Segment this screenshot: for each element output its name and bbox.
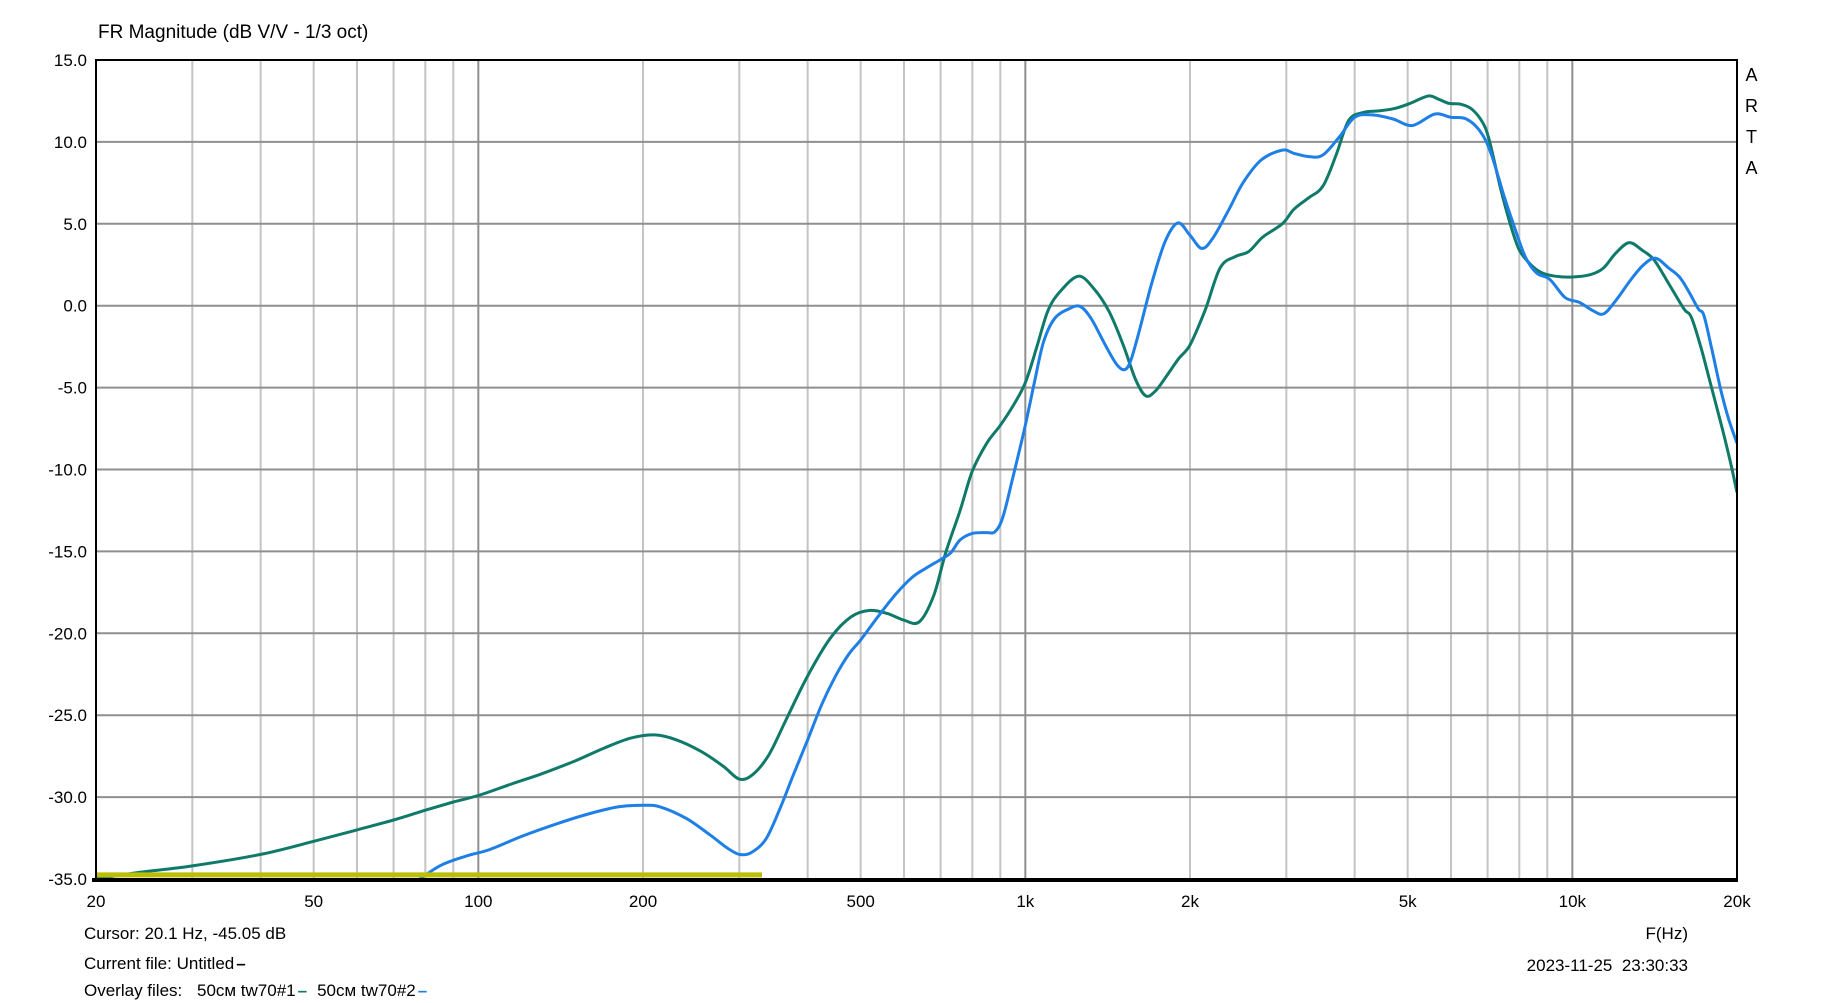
datetime-stamp: 2023-11-25 23:30:33 [1526, 956, 1688, 975]
x-tick-label: 5k [1399, 892, 1417, 911]
x-tick-label: 20k [1723, 892, 1751, 911]
cursor-readout: Cursor: 20.1 Hz, -45.05 dB [84, 924, 287, 943]
x-tick-label: 10k [1559, 892, 1587, 911]
chart-title: FR Magnitude (dB V/V - 1/3 oct) [98, 22, 369, 43]
current-file-label: Current file: [84, 954, 177, 973]
y-tick-label: 0.0 [63, 297, 87, 316]
overlay-legend-dash: – [417, 981, 428, 1000]
y-tick-label: 15.0 [54, 51, 87, 70]
overlay-legend-dash: – [297, 981, 308, 1000]
series-50см tw70#1 [96, 94, 1737, 879]
freq-axis-unit-label: F(Hz) [1645, 924, 1688, 943]
overlay-file-name: 50см tw70#2 [317, 981, 416, 1000]
x-tick-label: 1k [1016, 892, 1034, 911]
x-tick-label: 500 [846, 892, 874, 911]
x-tick-label: 200 [629, 892, 657, 911]
current-file-line: Current file: Untitled – [84, 954, 246, 974]
y-tick-label: -25.0 [48, 706, 87, 725]
x-tick-label: 100 [464, 892, 492, 911]
y-tick-label: -20.0 [48, 624, 87, 643]
series-50см tw70#2 [417, 112, 1737, 879]
x-tick-label: 50 [304, 892, 323, 911]
y-tick-label: -10.0 [48, 461, 87, 480]
x-tick-label: 20 [87, 892, 106, 911]
y-tick-label: -35.0 [48, 870, 87, 889]
arta-watermark: A R T A [1745, 60, 1758, 184]
y-tick-label: -15.0 [48, 542, 87, 561]
overlay-files-line: Overlay files: 50см tw70#1–50см tw70#2– [84, 981, 427, 1001]
watermark-letter: R [1745, 96, 1758, 116]
y-tick-label: -30.0 [48, 788, 87, 807]
y-tick-label: 5.0 [63, 215, 87, 234]
y-tick-label: -5.0 [58, 379, 87, 398]
current-file-legend-dash: – [236, 954, 246, 973]
overlay-file-name: 50см tw70#1 [196, 981, 296, 1000]
current-file-name: Untitled [176, 954, 235, 973]
watermark-letter: T [1746, 127, 1757, 147]
watermark-letter: A [1745, 65, 1758, 85]
overlay-files-label: Overlay files: [84, 981, 187, 1000]
y-tick-label: 10.0 [54, 133, 87, 152]
watermark-letter: A [1745, 158, 1758, 178]
x-tick-label: 2k [1181, 892, 1199, 911]
